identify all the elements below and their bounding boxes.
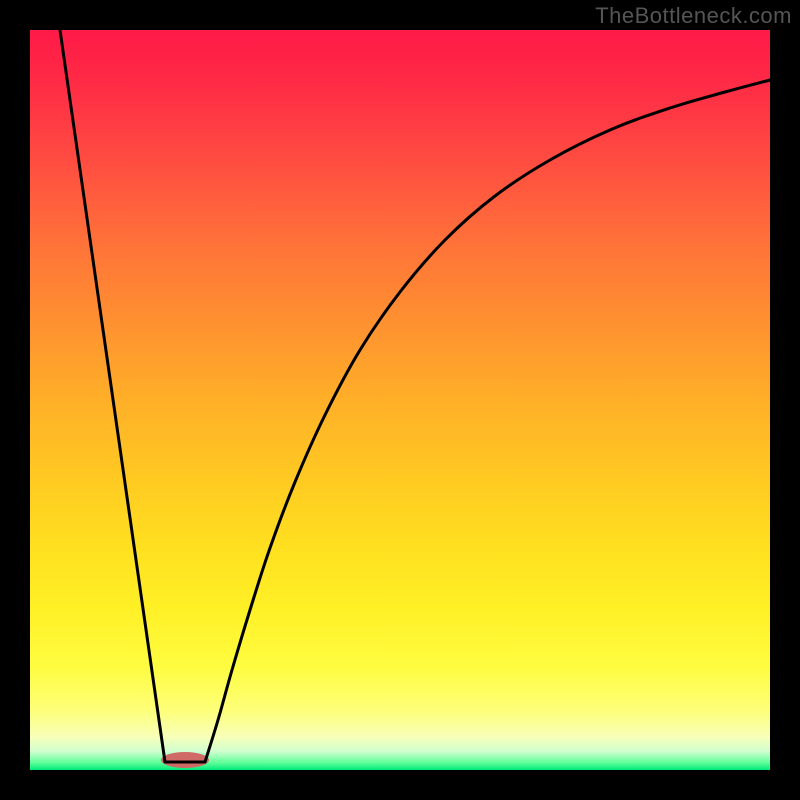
optimum-marker <box>161 752 209 768</box>
heat-gradient <box>30 30 770 770</box>
bottleneck-chart <box>0 0 800 800</box>
watermark-text: TheBottleneck.com <box>595 3 792 29</box>
chart-container: TheBottleneck.com <box>0 0 800 800</box>
